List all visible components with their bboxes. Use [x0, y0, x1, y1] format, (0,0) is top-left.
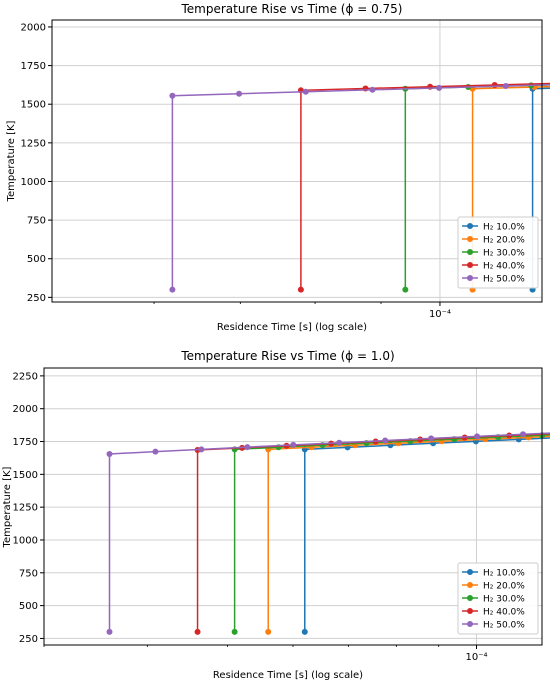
y-tick-label: 1500: [21, 100, 46, 111]
y-tick-label: 2000: [13, 404, 38, 415]
legend-swatch-marker: [467, 262, 473, 268]
axis-ticks: 10⁻⁴10⁻³10⁻²10⁻¹250500750100012501500175…: [21, 22, 451, 320]
x-axis-label: Residence Time [s] (log scale): [217, 322, 367, 333]
y-tick-label: 2250: [13, 371, 38, 382]
legend-swatch-marker: [467, 621, 473, 627]
legend-swatch-marker: [467, 249, 473, 255]
legend-swatch-marker: [467, 569, 473, 575]
data-point: [198, 446, 205, 453]
legend-box: [457, 562, 539, 635]
legend-label: H₂ 10.0%: [483, 569, 525, 579]
data-point: [106, 450, 113, 457]
data-point: [194, 628, 201, 635]
legend-swatch-marker: [467, 595, 473, 601]
legend: H₂ 10.0% H₂ 20.0% H₂ 30.0% H₂ 40.0% H₂ 50.0%: [457, 562, 539, 635]
data-point: [244, 444, 251, 451]
legend: H₂ 10.0% H₂ 20.0% H₂ 30.0% H₂ 40.0% H₂ 50.0%: [457, 216, 539, 289]
legend-swatch-marker: [467, 608, 473, 614]
legend-label: H₂ 10.0%: [483, 223, 525, 233]
legend-swatch-marker: [467, 275, 473, 281]
x-tick-label: 10⁻⁴: [429, 309, 451, 320]
y-tick-label: 1750: [13, 437, 38, 448]
legend-label: H₂ 50.0%: [483, 275, 525, 285]
y-tick-label: 250: [27, 293, 46, 304]
data-point: [474, 433, 481, 440]
series-line: [108, 432, 550, 632]
legend-label: H₂ 40.0%: [483, 262, 525, 272]
data-point: [382, 437, 389, 444]
data-point: [428, 435, 435, 442]
legend-label: H₂ 50.0%: [483, 621, 525, 631]
y-tick-label: 500: [27, 254, 46, 265]
plot-series: [106, 431, 550, 635]
axis-ticks: 10⁻⁴10⁻³10⁻²10⁻¹250500750100012501500175…: [13, 371, 488, 663]
legend-swatch-marker: [467, 582, 473, 588]
x-axis-label: Residence Time [s] (log scale): [213, 670, 363, 681]
data-point: [152, 448, 159, 455]
chart-title: Temperature Rise vs Time (ϕ = 1.0): [180, 349, 394, 363]
data-point: [336, 439, 343, 446]
y-tick-label: 1750: [21, 61, 46, 72]
y-tick-label: 250: [19, 634, 38, 645]
y-tick-label: 1500: [13, 470, 38, 481]
y-axis-label: Temperature [K]: [6, 120, 17, 202]
y-tick-label: 1000: [21, 177, 46, 188]
data-point: [290, 441, 297, 448]
legend-label: H₂ 20.0%: [483, 236, 525, 246]
legend-label: H₂ 30.0%: [483, 249, 525, 259]
y-tick-label: 2000: [21, 22, 46, 33]
legend-label: H₂ 40.0%: [483, 608, 525, 618]
data-point: [301, 628, 308, 635]
data-point: [502, 83, 509, 90]
plot-series: [169, 81, 550, 293]
chart-temperature-phi-1-0: Temperature Rise vs Time (ϕ = 1.0) Tempe…: [2, 349, 550, 681]
y-tick-label: 750: [27, 216, 46, 227]
data-point: [265, 628, 272, 635]
data-point: [302, 88, 309, 95]
y-tick-label: 1250: [21, 138, 46, 149]
data-point: [402, 286, 409, 293]
data-point: [106, 628, 113, 635]
chart-temperature-phi-0-75: Temperature Rise vs Time (ϕ = 0.75) Temp…: [6, 2, 550, 333]
x-tick-label: 10⁻⁴: [465, 652, 487, 663]
data-point: [369, 86, 376, 93]
data-point: [297, 286, 304, 293]
data-point: [519, 431, 526, 438]
legend-swatch-marker: [467, 236, 473, 242]
y-tick-label: 750: [19, 568, 38, 579]
data-point: [169, 92, 176, 99]
series-h-40-0-: [194, 432, 550, 635]
y-tick-label: 1250: [13, 503, 38, 514]
series-h-50-0-: [169, 83, 550, 293]
legend-label: H₂ 20.0%: [483, 582, 525, 592]
legend-label: H₂ 30.0%: [483, 595, 525, 605]
legend-box: [457, 216, 539, 289]
y-tick-label: 1000: [13, 535, 38, 546]
grid: [52, 20, 542, 302]
data-point: [236, 90, 243, 97]
y-axis-label: Temperature [K]: [2, 466, 13, 548]
series-h-50-0-: [106, 431, 550, 635]
y-tick-label: 500: [19, 601, 38, 612]
plot-frame: [51, 19, 543, 303]
data-point: [231, 628, 238, 635]
chart-title: Temperature Rise vs Time (ϕ = 0.75): [181, 2, 403, 16]
data-point: [169, 286, 176, 293]
data-point: [436, 84, 443, 91]
legend-swatch-marker: [467, 223, 473, 229]
